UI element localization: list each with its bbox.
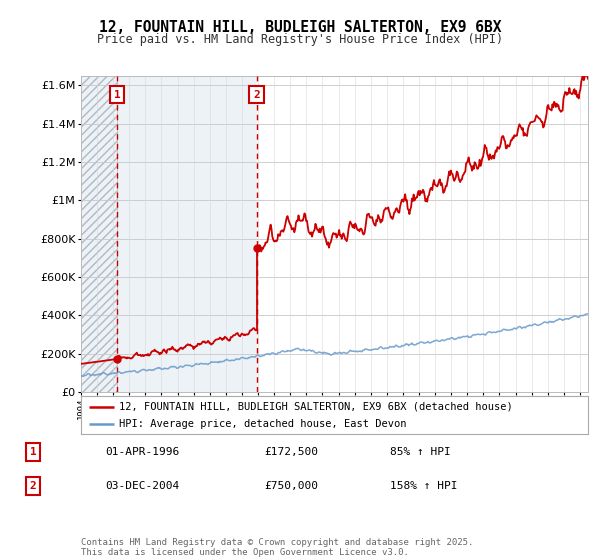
Text: 2: 2	[29, 481, 37, 491]
Text: Price paid vs. HM Land Registry's House Price Index (HPI): Price paid vs. HM Land Registry's House …	[97, 33, 503, 46]
Text: £750,000: £750,000	[264, 481, 318, 491]
Text: 158% ↑ HPI: 158% ↑ HPI	[390, 481, 458, 491]
Text: 03-DEC-2004: 03-DEC-2004	[105, 481, 179, 491]
Text: 1: 1	[29, 447, 37, 458]
Text: 01-APR-1996: 01-APR-1996	[105, 447, 179, 458]
Text: 12, FOUNTAIN HILL, BUDLEIGH SALTERTON, EX9 6BX (detached house): 12, FOUNTAIN HILL, BUDLEIGH SALTERTON, E…	[119, 402, 513, 412]
Text: 2: 2	[253, 90, 260, 100]
Text: HPI: Average price, detached house, East Devon: HPI: Average price, detached house, East…	[119, 419, 407, 429]
Bar	[81, 76, 117, 392]
Text: 1: 1	[114, 90, 121, 100]
Bar	[81, 76, 257, 392]
Text: Contains HM Land Registry data © Crown copyright and database right 2025.
This d: Contains HM Land Registry data © Crown c…	[81, 538, 473, 557]
Text: 12, FOUNTAIN HILL, BUDLEIGH SALTERTON, EX9 6BX: 12, FOUNTAIN HILL, BUDLEIGH SALTERTON, E…	[99, 20, 501, 35]
Text: 85% ↑ HPI: 85% ↑ HPI	[390, 447, 451, 458]
Text: £172,500: £172,500	[264, 447, 318, 458]
